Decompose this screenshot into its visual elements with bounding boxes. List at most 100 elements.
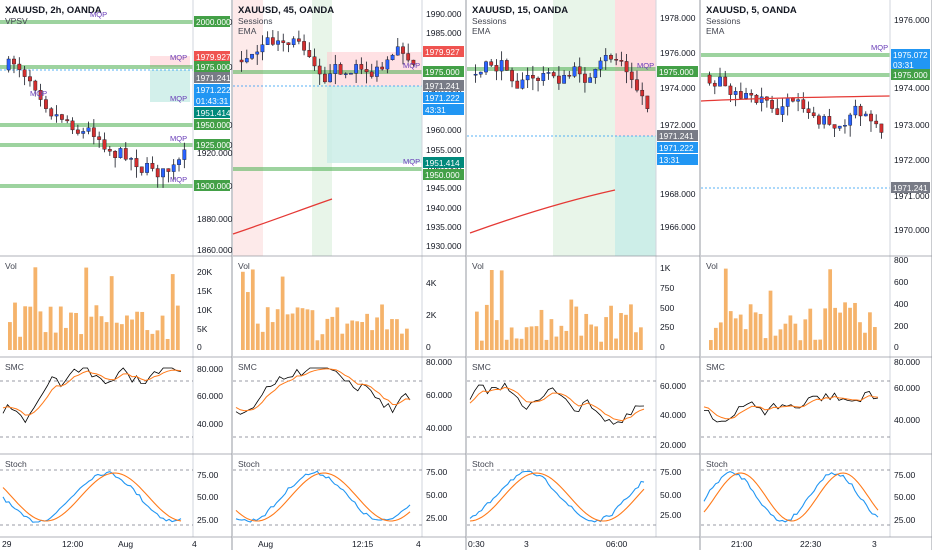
candle <box>70 120 75 131</box>
volume-bar <box>738 314 743 350</box>
candle <box>531 75 535 79</box>
volume-bar <box>594 326 599 350</box>
candle <box>250 53 254 59</box>
candle <box>879 123 884 133</box>
position-target-zone <box>150 70 190 102</box>
stoch-tick-label: 75.00 <box>197 470 219 480</box>
candle <box>546 72 551 74</box>
key-level-line <box>0 65 193 69</box>
stoch-k-line <box>2 471 182 523</box>
candle <box>593 69 598 78</box>
volume-bar <box>554 336 559 350</box>
smc-fast-line <box>704 391 879 423</box>
volume-bar <box>345 323 350 350</box>
smc-tick-label: 40.000 <box>660 410 686 420</box>
candle <box>557 75 561 84</box>
candle <box>323 73 327 83</box>
price-label-badge <box>423 157 464 168</box>
candle <box>145 163 149 173</box>
volume-bar <box>524 327 529 350</box>
volume-bar <box>758 313 763 350</box>
volume-bar <box>79 334 84 350</box>
candle <box>624 61 629 73</box>
candle <box>118 148 123 158</box>
key-level-line <box>0 143 193 147</box>
candle <box>59 114 64 120</box>
volume-bar <box>484 304 489 350</box>
candle <box>297 38 301 42</box>
candle <box>113 151 118 158</box>
smc-tick-label: 60.000 <box>660 381 686 391</box>
volume-tick-label: 0 <box>660 342 665 352</box>
price-tick-label: 1935.000 <box>426 222 462 232</box>
chart-title: XAUUSD, 45, OANDA <box>238 5 334 16</box>
volume-bar <box>241 271 245 350</box>
time-tick-label: Aug <box>258 539 273 549</box>
candle <box>150 163 155 169</box>
smc-tick-label: 60.000 <box>197 391 223 401</box>
mqp-label: MQP <box>90 10 107 19</box>
candle <box>577 66 582 75</box>
candle <box>312 56 317 67</box>
candle <box>583 73 587 83</box>
volume-bar <box>320 334 325 350</box>
volume-tick-label: 500 <box>660 303 674 313</box>
time-tick-label: 06:00 <box>606 539 628 549</box>
candle <box>107 149 112 152</box>
candle <box>338 64 343 75</box>
price-label-badge <box>657 154 698 165</box>
price-tick-label: 1960.000 <box>426 125 462 135</box>
price-label-text: 1971.222 <box>196 85 231 95</box>
price-label-badge <box>194 139 230 150</box>
price-label-text: 1979.927 <box>196 52 231 62</box>
volume-bar <box>514 338 519 350</box>
volume-bar <box>160 315 165 350</box>
smc-slow-line <box>235 368 411 412</box>
candle <box>478 71 483 75</box>
stoch-tick-label: 25.00 <box>197 515 219 525</box>
price-label-badge <box>194 84 230 95</box>
volume-bar <box>589 324 594 350</box>
key-level-line <box>701 73 890 77</box>
smc-fast-line <box>235 367 411 415</box>
candle <box>390 54 395 61</box>
candle <box>265 37 270 45</box>
volume-bar <box>380 304 384 350</box>
stoch-k-line <box>703 471 879 523</box>
candle <box>645 95 650 109</box>
candle <box>837 125 842 129</box>
price-label-text: 03:31 <box>893 60 914 70</box>
volume-bar <box>763 338 768 350</box>
smc-pane-label: SMC <box>5 362 24 372</box>
volume-bar <box>350 320 355 350</box>
smc-pane-label: SMC <box>472 362 491 372</box>
stoch-tick-label: 25.00 <box>660 510 682 520</box>
volume-bar <box>119 324 124 350</box>
volume-tick-label: 0 <box>894 342 899 352</box>
volume-bar <box>63 327 68 350</box>
candle <box>44 99 48 109</box>
price-tick-label: 1966.000 <box>660 222 696 232</box>
smc-tick-label: 60.000 <box>426 390 452 400</box>
volume-bar <box>748 304 753 350</box>
volume-bar <box>28 306 33 350</box>
candle <box>504 60 509 71</box>
volume-bar <box>828 269 833 350</box>
candle <box>817 115 821 125</box>
price-label-badge <box>194 72 230 83</box>
volume-bar <box>305 309 310 350</box>
volume-tick-label: 15K <box>197 286 212 296</box>
candle <box>744 93 748 99</box>
volume-bar <box>833 307 837 350</box>
volume-bar <box>385 329 389 350</box>
candle <box>869 113 873 122</box>
smc-tick-label: 20.000 <box>660 440 686 450</box>
candle <box>333 64 338 74</box>
stoch-tick-label: 75.00 <box>894 470 916 480</box>
session-zone-green <box>553 0 615 256</box>
